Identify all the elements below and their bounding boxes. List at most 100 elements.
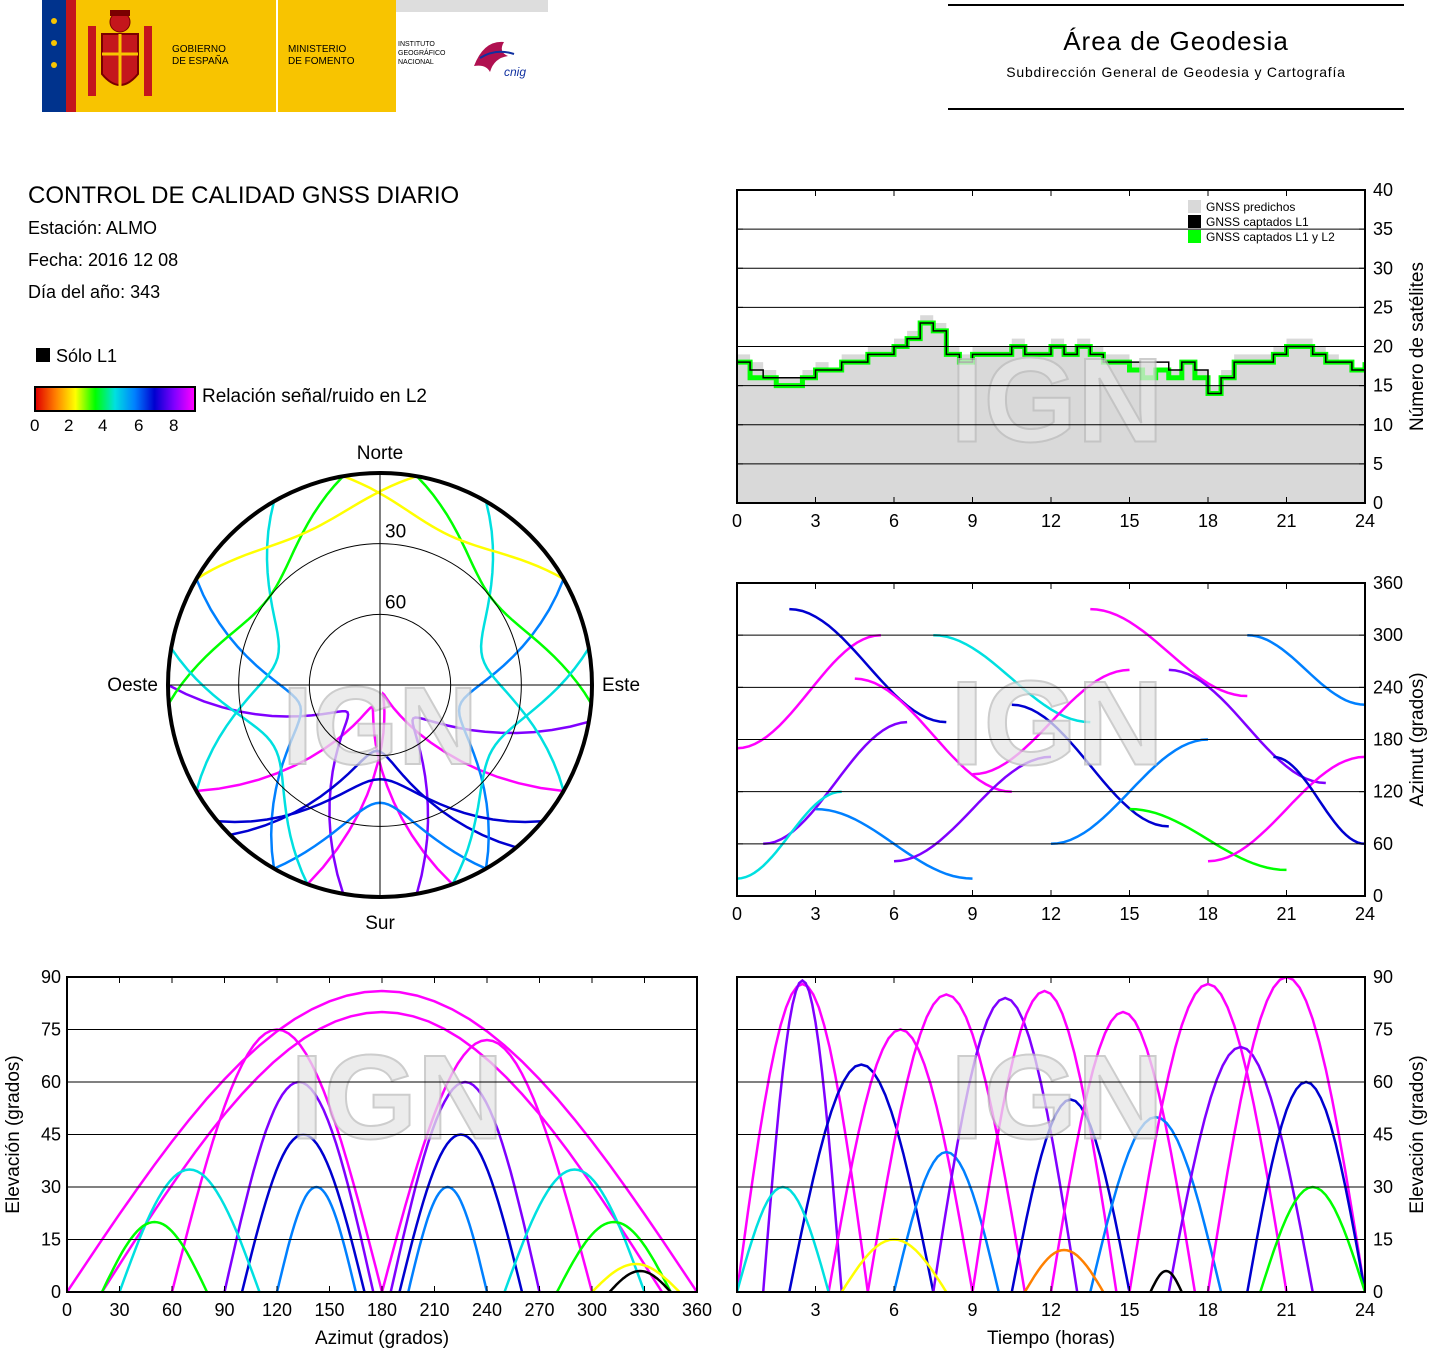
spain-flag-strip: [66, 0, 76, 112]
y-tick-label: 75: [1373, 1020, 1393, 1040]
x-tick-label: 3: [810, 1300, 820, 1320]
ring-label: 30: [385, 522, 406, 543]
elevation-track: [1023, 1248, 1105, 1292]
elevation-track: [1049, 1010, 1197, 1292]
x-tick-label: 24: [1355, 904, 1375, 924]
azimuth-track: [1207, 755, 1365, 863]
legend-label: GNSS captados L1 y L2: [1206, 230, 1335, 244]
elevation-track: [608, 1269, 672, 1292]
y-tick-label: 35: [1373, 219, 1393, 239]
report-title: CONTROL DE CALIDAD GNSS DIARIO: [28, 182, 460, 209]
satellite-track: [342, 475, 565, 581]
area-subtitle: Subdirección General de Geodesia y Carto…: [1006, 64, 1346, 80]
x-tick-label: 0: [732, 904, 742, 924]
x-tick-label: 0: [732, 511, 742, 531]
ign-line2: GEOGRÁFICO: [398, 50, 446, 57]
satellite-track: [229, 749, 517, 849]
x-tick-label: 0: [732, 1300, 742, 1320]
satellite-track: [306, 691, 564, 886]
x-tick-label: 18: [1198, 1300, 1218, 1320]
satellite-track: [195, 501, 281, 792]
azimuth-track: [1247, 633, 1365, 706]
x-tick-label: 150: [314, 1300, 344, 1320]
x-tick-label: 18: [1198, 511, 1218, 531]
date-label: Fecha: 2016 12 08: [28, 250, 179, 270]
azimuth-track: [1129, 807, 1287, 872]
elevation-track: [932, 996, 1079, 1292]
legend-swatch: [1188, 200, 1201, 213]
ign-watermark: IGN: [950, 657, 1163, 791]
x-tick-label: 210: [419, 1300, 449, 1320]
satellite-track: [170, 647, 309, 885]
x-tick-label: 90: [214, 1300, 234, 1320]
y-tick-label: 75: [41, 1020, 61, 1040]
coat-of-arms-icon: [88, 10, 152, 96]
y-tick-label: 15: [1373, 376, 1393, 396]
x-tick-label: 18: [1198, 904, 1218, 924]
y-tick-label: 60: [1373, 834, 1393, 854]
y-tick-label: 180: [1373, 730, 1403, 750]
x-tick-label: 330: [629, 1300, 659, 1320]
government-logo-banner: GOBIERNO DE ESPAÑA MINISTERIO DE FOMENTO…: [42, 0, 548, 112]
y-tick-label: 15: [41, 1230, 61, 1250]
y-tick-label: 5: [1373, 454, 1383, 474]
snr-tick: 2: [64, 416, 74, 435]
x-tick-label: 15: [1119, 904, 1139, 924]
elevation-track: [118, 1168, 261, 1292]
only-l1-legend: Sólo L1: [36, 346, 117, 367]
elevation-track: [591, 1262, 681, 1292]
ministerio-line1: MINISTERIO: [288, 44, 347, 55]
x-tick-label: 24: [1355, 511, 1375, 531]
y-tick-label: 90: [1373, 967, 1393, 987]
x-tick-label: 0: [62, 1300, 72, 1320]
only-l1-label: Sólo L1: [56, 346, 118, 366]
x-tick-label: 3: [810, 511, 820, 531]
satellite-track: [479, 501, 565, 792]
x-tick-label: 12: [1041, 511, 1061, 531]
cnig-text: cnig: [504, 65, 526, 79]
legend-label: GNSS captados L1: [1206, 215, 1309, 229]
y-tick-label: 300: [1373, 625, 1403, 645]
elevation-track: [380, 1038, 594, 1292]
azimuth-track: [1011, 703, 1169, 828]
north-label: Norte: [357, 443, 403, 464]
azimuth-layer: [737, 607, 1365, 880]
x-tick-label: 6: [889, 1300, 899, 1320]
satellite-track: [196, 705, 454, 886]
elevation-track: [892, 1150, 1000, 1292]
snr-colorbar: [34, 386, 196, 412]
azimuth-track: [763, 720, 908, 846]
y-tick-label: 45: [41, 1125, 61, 1145]
elevation-track: [1089, 1115, 1223, 1292]
ign-line3: NACIONAL: [398, 59, 434, 66]
eu-flag-strip: [42, 0, 66, 112]
y-tick-label: 0: [1373, 1282, 1383, 1302]
y-tick-label: 30: [1373, 1177, 1393, 1197]
satellite-track: [457, 578, 565, 869]
legend-swatch: [1188, 215, 1201, 228]
elevation-track: [1167, 1045, 1314, 1292]
y-tick-label: 25: [1373, 297, 1393, 317]
elevation-track: [761, 978, 843, 1292]
elevation-track: [1128, 982, 1288, 1292]
y-tick-label: 0: [1373, 493, 1383, 513]
y-tick-label: 30: [41, 1177, 61, 1197]
snr-tick: 8: [169, 416, 179, 435]
azimuth-track: [854, 677, 1012, 793]
x-tick-label: 300: [577, 1300, 607, 1320]
y-tick-label: 0: [1373, 886, 1383, 906]
x-tick-label: 6: [889, 904, 899, 924]
x-tick-label: 270: [524, 1300, 554, 1320]
elevation-track: [788, 1063, 935, 1292]
legend-label: GNSS predichos: [1206, 200, 1295, 214]
x-tick-label: 120: [262, 1300, 292, 1320]
azimuth-track: [1090, 607, 1248, 698]
x-tick-label: 30: [109, 1300, 129, 1320]
satellite-track: [195, 578, 303, 869]
elevation-track: [555, 1220, 672, 1292]
satellite-track: [195, 475, 418, 581]
x-tick-label: 240: [472, 1300, 502, 1320]
y-tick-label: 30: [1373, 258, 1393, 278]
y-tick-label: 40: [1373, 180, 1393, 200]
ministerio-box: MINISTERIO DE FOMENTO: [278, 0, 396, 112]
